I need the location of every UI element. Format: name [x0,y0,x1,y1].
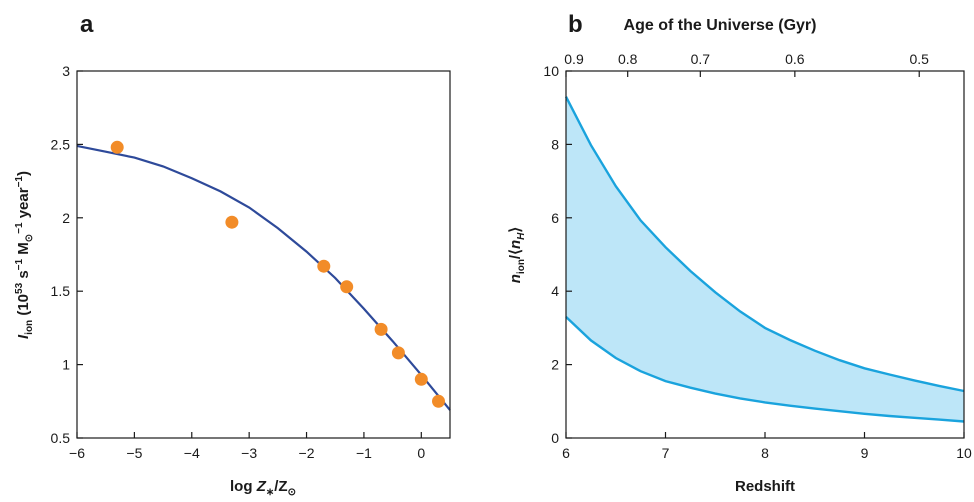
band-group [564,96,965,423]
y-tick-label: 2 [551,357,559,373]
y-tick-label: 0.5 [51,430,71,446]
x-tick-label: −2 [299,445,315,461]
band-lower-line [565,316,965,423]
top-axis-title-b: Age of the Universe (Gyr) [624,17,817,34]
y-tick-label: 8 [551,136,559,152]
y-tick-label: 6 [551,210,559,226]
y-axis-title-a: Iion (1053 s−1 M⊙−1 year−1) [14,171,35,339]
x-axis-title-a: log Z∗/Z⊙ [230,478,296,498]
panel-a: a −6 −5 −4 −3 −2 −1 0 0.5 1 1.5 2 2.5 3 log Z∗/Z⊙ I… [14,11,451,498]
y-tick-label: 4 [551,283,559,299]
fit-curve-group [76,144,451,411]
top-axis-b: 0.9 0.8 0.7 0.6 0.5 [564,51,929,77]
band-fill [566,96,964,422]
top-tick-label: 0.6 [785,51,805,67]
top-tick-label: 0.9 [564,51,584,67]
data-point [317,259,331,273]
data-point [374,322,388,336]
y-tick-label: 2 [62,210,70,226]
panel-b-label: b [568,11,583,38]
x-tick-label: 10 [956,445,972,461]
y-axis-b: 0 2 4 6 8 10 [543,63,572,446]
panel-a-label: a [80,11,94,38]
x-tick-label: −1 [356,445,372,461]
band-upper-line [564,96,965,393]
x-tick-label: 8 [761,445,769,461]
data-point [225,215,239,229]
fit-curve-line [76,144,451,411]
svg-text:log Z∗/Z⊙: log Z∗/Z⊙ [230,478,296,498]
svg-text:Iion (1053 s−1 M⊙−1 year−1): Iion (1053 s−1 M⊙−1 year−1) [14,171,35,339]
x-tick-label: 7 [662,445,670,461]
x-tick-label: −5 [126,445,142,461]
x-tick-label: −3 [241,445,257,461]
panel-b: b Age of the Universe (Gyr) 6 7 8 9 10 0 2 4 6 8… [507,11,972,495]
svg-text:nion/⟨nH⟩: nion/⟨nH⟩ [507,227,527,283]
y-tick-label: 3 [62,63,70,79]
data-point [110,140,124,154]
x-tick-label: −6 [69,445,85,461]
y-axis-a: 0.5 1 1.5 2 2.5 3 [51,63,83,446]
y-tick-label: 2.5 [51,136,71,152]
x-tick-label: 0 [417,445,425,461]
plot-frame-a [76,70,451,439]
x-tick-label: 6 [562,445,570,461]
data-point [340,280,354,294]
y-tick-label: 1.5 [51,283,71,299]
y-axis-title-b: nion/⟨nH⟩ [507,227,527,283]
y-tick-label: 1 [62,357,70,373]
top-tick-label: 0.5 [909,51,929,67]
y-tick-label: 10 [543,63,559,79]
x-tick-label: 9 [861,445,869,461]
top-tick-label: 0.8 [618,51,638,67]
data-points-group [110,140,445,408]
x-tick-label: −4 [184,445,200,461]
x-axis-title-b: Redshift [735,478,795,495]
y-tick-label: 0 [551,430,559,446]
top-tick-label: 0.7 [691,51,711,67]
data-point [414,372,428,386]
data-point [391,346,405,360]
data-point [432,394,445,408]
x-axis-b: 6 7 8 9 10 [562,432,972,461]
x-axis-a: −6 −5 −4 −3 −2 −1 0 [69,432,425,461]
